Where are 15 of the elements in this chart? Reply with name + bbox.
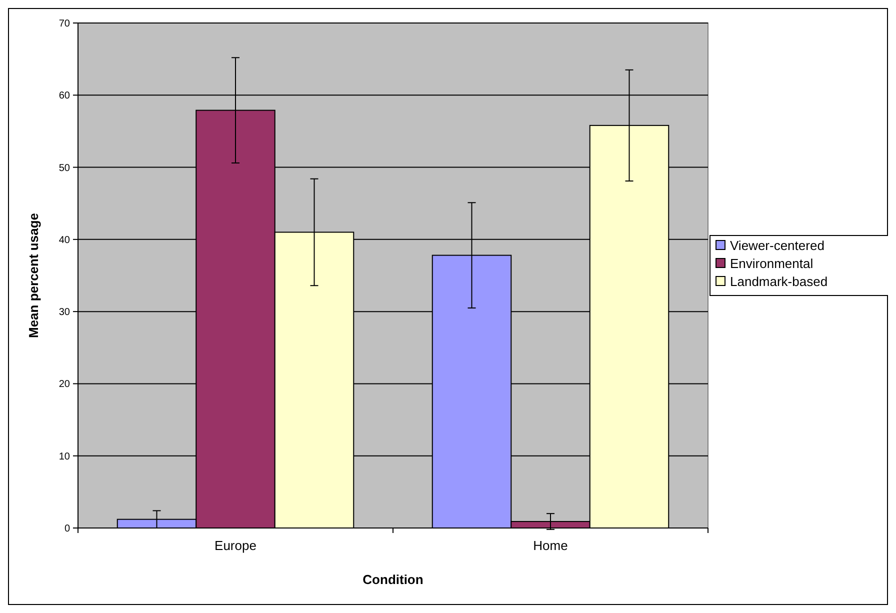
- y-tick-label: 50: [58, 162, 70, 174]
- y-tick-label: 20: [58, 379, 70, 390]
- x-tick-label: Home: [533, 538, 568, 553]
- y-tick-label: 60: [58, 90, 70, 102]
- y-tick-label: 10: [58, 451, 70, 462]
- y-tick-label: 70: [58, 18, 70, 30]
- y-axis-title: Mean percent usage: [26, 213, 41, 338]
- legend-label: Environmental: [730, 256, 814, 272]
- legend-label: Landmark-based: [730, 274, 828, 290]
- y-tick-label: 0: [64, 524, 70, 534]
- x-axis-title: Condition: [362, 572, 424, 587]
- y-tick-label: 40: [58, 234, 70, 246]
- x-tick-label: Europe: [214, 538, 256, 553]
- y-tick-label: 30: [58, 307, 70, 318]
- legend-label: Viewer-centered: [730, 238, 824, 254]
